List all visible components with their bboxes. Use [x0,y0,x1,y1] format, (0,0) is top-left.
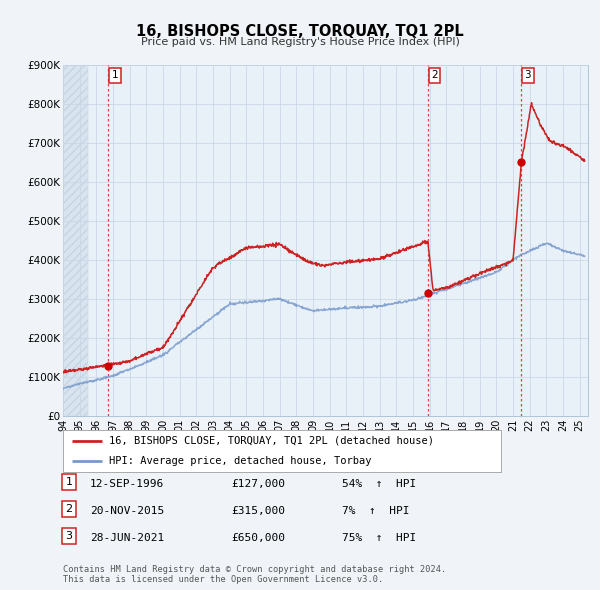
Text: 20-NOV-2015: 20-NOV-2015 [90,506,164,516]
Text: £650,000: £650,000 [231,533,285,543]
Text: Contains HM Land Registry data © Crown copyright and database right 2024.
This d: Contains HM Land Registry data © Crown c… [63,565,446,584]
Text: 75%  ↑  HPI: 75% ↑ HPI [342,533,416,543]
Text: 54%  ↑  HPI: 54% ↑ HPI [342,479,416,489]
Text: 3: 3 [65,531,73,541]
Text: 1: 1 [112,70,118,80]
Text: 16, BISHOPS CLOSE, TORQUAY, TQ1 2PL (detached house): 16, BISHOPS CLOSE, TORQUAY, TQ1 2PL (det… [109,436,434,446]
Text: 28-JUN-2021: 28-JUN-2021 [90,533,164,543]
Text: 3: 3 [524,70,531,80]
Bar [63,65,88,416]
Text: £315,000: £315,000 [231,506,285,516]
Text: 7%  ↑  HPI: 7% ↑ HPI [342,506,409,516]
Bar [63,65,88,416]
Text: 12-SEP-1996: 12-SEP-1996 [90,479,164,489]
Text: 1: 1 [65,477,73,487]
Text: 16, BISHOPS CLOSE, TORQUAY, TQ1 2PL: 16, BISHOPS CLOSE, TORQUAY, TQ1 2PL [136,24,464,38]
Text: 2: 2 [431,70,438,80]
Text: £127,000: £127,000 [231,479,285,489]
Text: Price paid vs. HM Land Registry's House Price Index (HPI): Price paid vs. HM Land Registry's House … [140,37,460,47]
Text: HPI: Average price, detached house, Torbay: HPI: Average price, detached house, Torb… [109,455,371,466]
Text: 2: 2 [65,504,73,514]
